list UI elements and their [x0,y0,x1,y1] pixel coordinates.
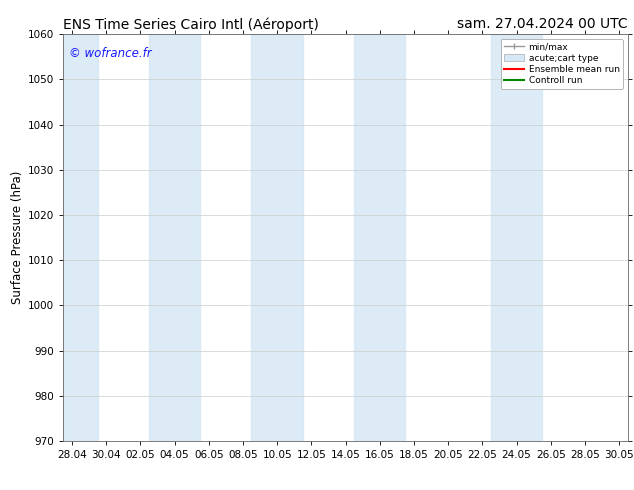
Bar [491,34,542,441]
Text: © wofrance.fr: © wofrance.fr [69,47,152,59]
Y-axis label: Surface Pressure (hPa): Surface Pressure (hPa) [11,171,24,304]
Bar [252,34,303,441]
Text: ENS Time Series Cairo Intl (Aéroport): ENS Time Series Cairo Intl (Aéroport) [63,17,320,32]
Bar [149,34,200,441]
Title: ENS Time Series Cairo Intl (Aéroport)    sam. 27.04.2024 00 UTC: ENS Time Series Cairo Intl (Aéroport) sa… [0,489,1,490]
Bar [354,34,405,441]
Legend: min/max, acute;cart type, Ensemble mean run, Controll run: min/max, acute;cart type, Ensemble mean … [501,39,623,89]
Bar [63,34,98,441]
Text: sam. 27.04.2024 00 UTC: sam. 27.04.2024 00 UTC [457,17,628,31]
